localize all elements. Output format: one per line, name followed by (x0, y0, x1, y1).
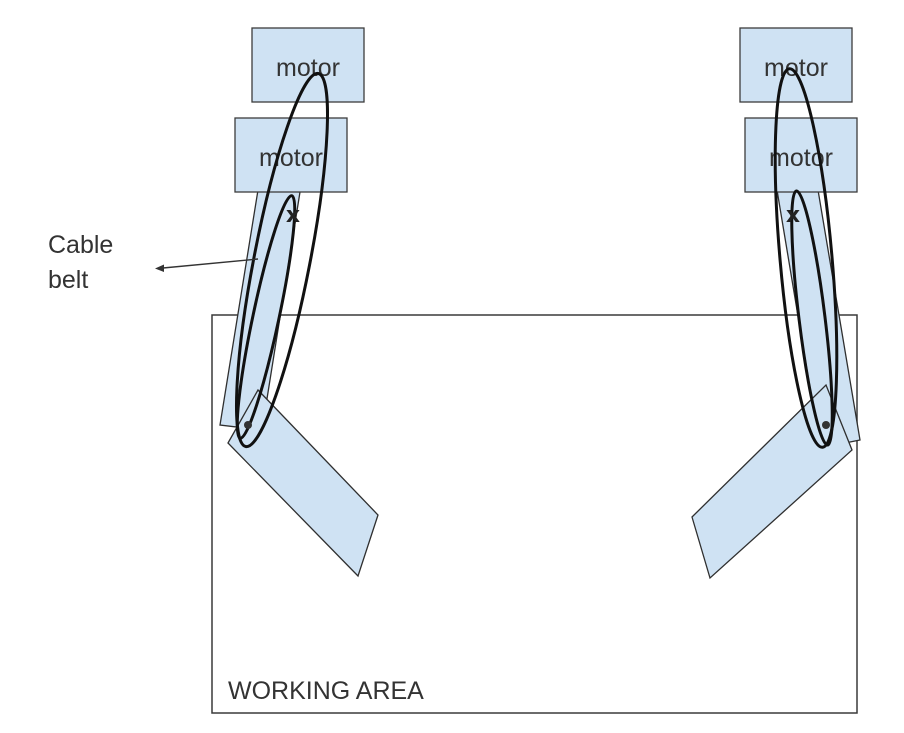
cable-belt-label-line2: belt (48, 266, 88, 294)
working-area-label: WORKING AREA (228, 677, 424, 705)
right-top-motor-label: motor (764, 54, 828, 82)
left-second-motor-label: motor (259, 144, 323, 172)
left-arm-assembly: motor motor x (219, 27, 379, 578)
cable-belt-callout: Cable belt (48, 231, 259, 294)
left-top-motor-label: motor (276, 54, 340, 82)
cable-belt-pointer-line (162, 258, 259, 269)
cable-belt-arrowhead (155, 264, 164, 272)
left-cable-belt-outer (235, 71, 329, 449)
left-top-motor (251, 27, 365, 103)
left-forearm-link (227, 388, 379, 578)
right-cable-belt-outer (773, 67, 839, 449)
right-cable-belt-inner (790, 189, 834, 447)
right-top-motor (739, 27, 853, 103)
right-arm-assembly: motor motor x (691, 27, 861, 580)
cable-belt-label-line1: Cable (48, 231, 113, 259)
right-second-motor-label: motor (769, 144, 833, 172)
right-second-motor (744, 117, 858, 193)
right-elbow-pivot-dot (822, 421, 830, 429)
right-forearm-link (691, 383, 853, 580)
left-cable-belt-inner (235, 194, 297, 440)
left-elbow-pivot-dot (244, 421, 252, 429)
right-joint-x-mark: x (786, 203, 800, 228)
working-area-boundary (211, 314, 858, 714)
left-joint-x-mark: x (286, 203, 300, 228)
